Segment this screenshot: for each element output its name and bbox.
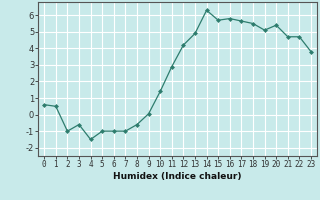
X-axis label: Humidex (Indice chaleur): Humidex (Indice chaleur) bbox=[113, 172, 242, 181]
